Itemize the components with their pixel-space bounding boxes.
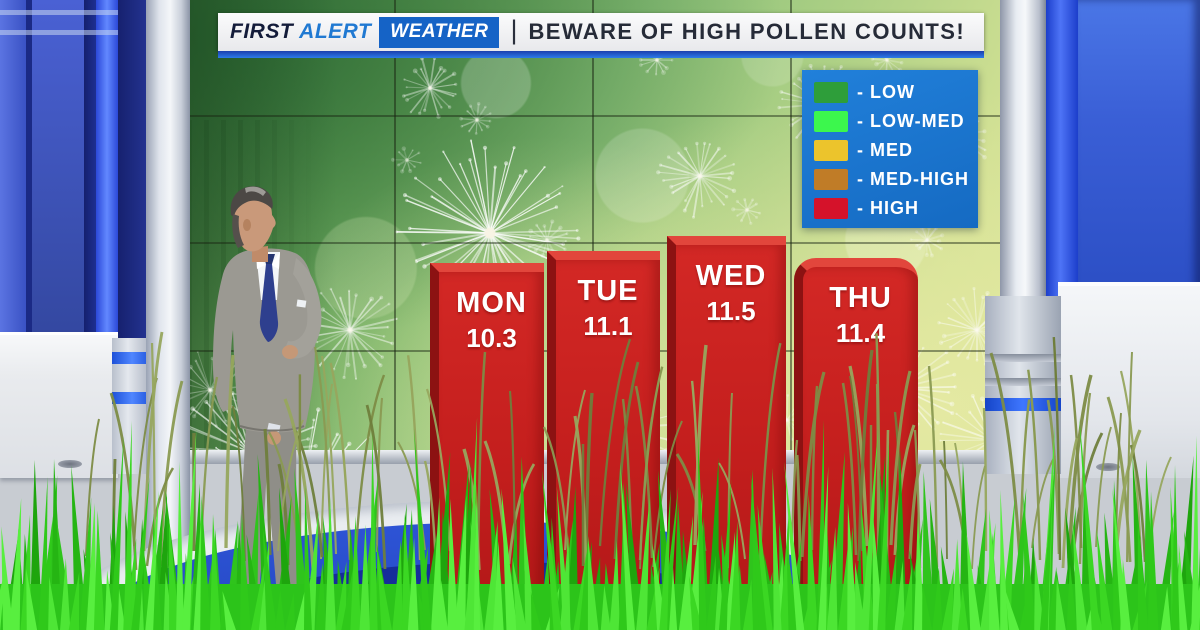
- wall-panel-seam: [592, 0, 594, 462]
- led-accent: [112, 352, 152, 364]
- pillar-groove: [985, 378, 1061, 386]
- headline: BEWARE OF HIGH POLLEN COUNTS!: [528, 19, 966, 44]
- wall-panel: [118, 0, 146, 345]
- wall-rail: [0, 30, 118, 35]
- legend-label: - LOW-MED: [857, 110, 965, 131]
- pollen-bar-thu: THU 11.4: [794, 258, 918, 630]
- legend-swatch: [814, 110, 848, 132]
- brand-alert: ALERT: [299, 20, 372, 43]
- bar-day-label: TUE: [577, 275, 639, 307]
- wall-panel: [26, 0, 32, 345]
- bar-value-label: 11.4: [835, 318, 886, 348]
- legend-row: - LOW: [814, 78, 970, 106]
- bar-day-label: MON: [456, 287, 527, 319]
- studio-wainscot: [1058, 282, 1200, 478]
- wall-light-column: [96, 0, 118, 345]
- banner-separator: |: [510, 15, 518, 45]
- legend-label: - HIGH: [857, 197, 919, 218]
- legend-swatch: [814, 139, 848, 161]
- news-banner: FIRST ALERT WEATHER | BEWARE OF HIGH POL…: [218, 13, 984, 51]
- wall-panel-seam: [790, 0, 792, 462]
- studio-left-wall: [0, 0, 146, 345]
- led-accent: [985, 398, 1061, 411]
- pollen-legend: - LOW - LOW-MED - MED - MED-HIGH - HIGH: [802, 70, 978, 228]
- brand-first: FIRST: [230, 20, 294, 43]
- legend-row: - HIGH: [814, 194, 970, 222]
- wall-panel: [84, 0, 96, 345]
- legend-swatch: [814, 197, 848, 219]
- legend-label: - MED-HIGH: [857, 168, 969, 189]
- studio-glass-wall: [1078, 0, 1200, 300]
- pollen-bar-wed: WED 11.5: [667, 236, 786, 630]
- legend-row: - LOW-MED: [814, 107, 970, 135]
- legend-swatch: [814, 81, 848, 103]
- pollen-bar-tue: TUE 11.1: [547, 251, 660, 630]
- brand-weather-badge: WEATHER: [379, 16, 500, 48]
- legend-label: - MED: [857, 139, 913, 160]
- wall-panel: [0, 0, 26, 345]
- legend-row: - MED-HIGH: [814, 165, 970, 193]
- floor-light: [58, 460, 82, 468]
- pillar-groove: [985, 354, 1061, 362]
- bar-value-label: 10.3: [466, 323, 517, 353]
- legend-swatch: [814, 168, 848, 190]
- wall-panel: [32, 0, 84, 345]
- wall-panel-seam: [187, 115, 1000, 117]
- wall-panel-seam: [187, 242, 1000, 244]
- bar-day-label: THU: [829, 282, 892, 314]
- bar-value-label: 11.5: [706, 296, 756, 326]
- bar-value-label: 11.1: [583, 311, 633, 341]
- wall-panel-seam: [394, 0, 396, 462]
- bar-day-label: WED: [695, 260, 767, 292]
- legend-row: - MED: [814, 136, 970, 164]
- floor-light: [1096, 463, 1120, 471]
- pollen-bar-mon: MON 10.3: [430, 263, 544, 630]
- legend-label: - LOW: [857, 81, 915, 102]
- studio-pillar: [985, 296, 1061, 474]
- wall-rail: [0, 10, 118, 15]
- banner-underline: [218, 51, 984, 58]
